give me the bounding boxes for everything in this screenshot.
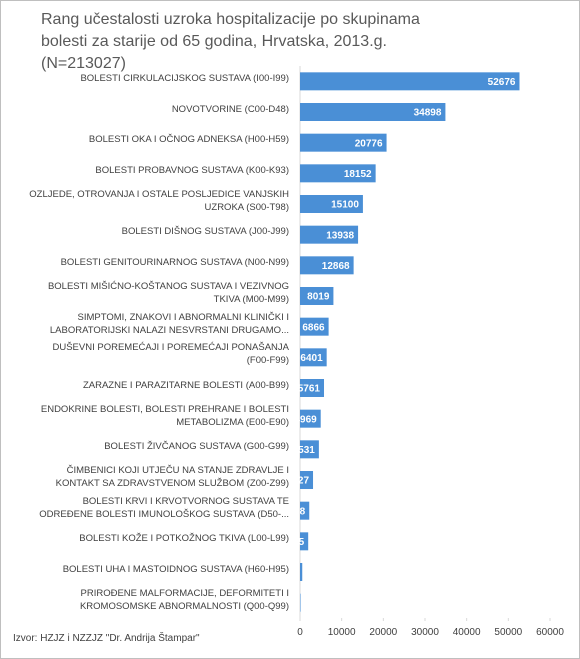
- value-label: 2218: [283, 506, 306, 517]
- bar: [300, 440, 319, 459]
- bar: [300, 103, 446, 121]
- category-label: BOLESTI KOŽE I POTKOŽNOG TKIVA (L00-L99): [79, 532, 289, 544]
- value-label: 6401: [300, 353, 323, 364]
- value-label: 122: [280, 598, 297, 609]
- x-tick-label: 0: [297, 627, 303, 638]
- category-label: BOLESTI OKA I OČNOG ADNEKSA (H00-H59): [88, 134, 289, 146]
- category-label: ENDOKRINE BOLESTI, BOLESTI PREHRANE I BO…: [40, 403, 289, 428]
- bar: [300, 287, 334, 305]
- value-label: 4531: [293, 445, 316, 456]
- chart-title: Rang učestalosti uzroka hospitalizacije …: [41, 11, 420, 72]
- x-tick-label: 10000: [327, 627, 356, 638]
- category-label: BOLESTI GENITOURINARNOG SUSTAVA (N00-N99…: [60, 256, 289, 268]
- bar: [300, 72, 520, 91]
- category-label: BOLESTI DIŠNOG SUSTAVA (J00-J99): [121, 226, 289, 238]
- category-label: ZARAZNE I PARAZITARNE BOLESTI (A00-B99): [82, 379, 289, 391]
- bar: [300, 133, 387, 152]
- value-label: 1965: [282, 537, 305, 548]
- value-label: 20776: [355, 138, 383, 149]
- bar: [300, 164, 376, 183]
- category-label: OZLJEDE, OTROVANJA I OSTALE POSLJEDICE V…: [29, 189, 289, 213]
- bar: [300, 348, 327, 367]
- category-label: BOLESTI UHA I MASTOIDNOG SUSTAVA (H60-H9…: [62, 563, 289, 575]
- bar: [300, 471, 314, 489]
- bar: [300, 409, 321, 428]
- category-label: BOLESTI MIŠIĆNO-KOŠTANOG SUSTAVA I VEZIV…: [47, 281, 289, 305]
- value-label: 52676: [488, 77, 516, 88]
- x-tick-label: 60000: [536, 627, 564, 638]
- bar: [300, 195, 363, 213]
- category-label: BOLESTI KRVI I KRVOTVORNOG SUSTAVA TE OD…: [39, 495, 289, 520]
- category-label: BOLESTI CIRKULACIJSKOG SUSTAVA (I00-I99): [80, 72, 289, 84]
- category-label: BOLESTI PROBAVNOG SUSTAVA (K00-K93): [95, 164, 289, 176]
- value-label: 13938: [326, 230, 354, 241]
- x-tick-label: 30000: [411, 627, 439, 638]
- source: Izvor: HZJZ i NZZJZ "Dr. Andrija Štampar…: [13, 633, 200, 644]
- value-label: 15100: [331, 200, 359, 211]
- value-label: 3127: [287, 476, 310, 487]
- value-label: 8019: [307, 292, 330, 303]
- x-tick-label: 50000: [494, 627, 523, 638]
- category-label: DUŠEVNI POREMEĆAJI I POREMEĆAJI PONAŠANJ…: [52, 342, 290, 367]
- value-label: 18152: [344, 169, 372, 180]
- value-label: 6866: [302, 322, 325, 333]
- value-label: 5761: [298, 384, 321, 395]
- bar: [300, 593, 301, 612]
- bar: [300, 501, 310, 520]
- value-label: 540: [282, 568, 299, 579]
- bar: [300, 532, 309, 551]
- bar: [300, 256, 354, 275]
- bar: [300, 563, 303, 581]
- category-label: BOLESTI ŽIVČANOG SUSTAVA (G00-G99): [104, 440, 289, 452]
- value-label: 34898: [414, 108, 442, 119]
- category-label: NOVOTVORINE (C00-D48): [171, 103, 289, 115]
- bar: [300, 379, 325, 397]
- value-label: 12868: [322, 261, 350, 272]
- category-label: SIMPTOMI, ZNAKOVI I ABNORMALNI KLINIČKI …: [49, 311, 289, 336]
- category-label: ČIMBENICI KOJI UTJEČU NA STANJE ZDRAVLJE…: [55, 465, 289, 489]
- category-label: PRIROĐENE MALFORMACIJE, DEFORMITETI I KR…: [79, 587, 289, 612]
- value-label: 4969: [294, 414, 317, 425]
- bar: [300, 317, 329, 336]
- x-tick-label: 40000: [452, 627, 481, 638]
- x-tick-label: 20000: [369, 627, 398, 638]
- bar: [300, 225, 359, 244]
